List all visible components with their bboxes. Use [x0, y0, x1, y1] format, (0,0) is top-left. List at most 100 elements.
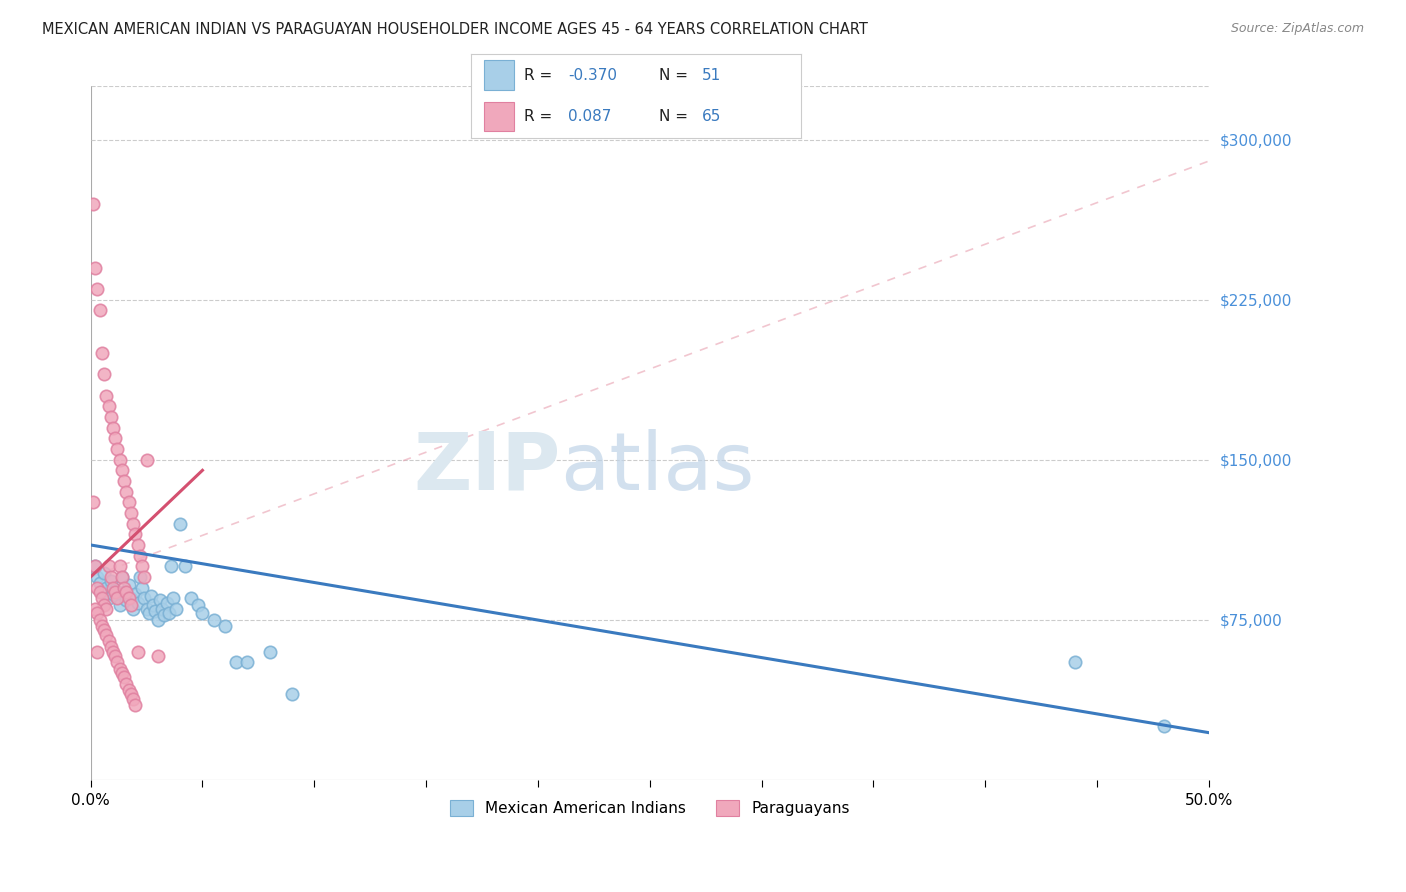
Point: [142, 598, 165, 612]
Point: [180, 591, 202, 606]
Point: [89, 576, 111, 591]
Point: [97, 559, 120, 574]
Point: [82, 495, 104, 509]
Point: [97, 634, 120, 648]
Point: [97, 591, 120, 606]
Point: [191, 606, 214, 620]
Point: [131, 581, 153, 595]
Point: [124, 698, 146, 712]
Point: [107, 442, 129, 456]
Point: [96, 581, 118, 595]
Point: [153, 608, 176, 623]
Text: atlas: atlas: [561, 429, 755, 507]
Text: Source: ZipAtlas.com: Source: ZipAtlas.com: [1230, 22, 1364, 36]
Point: [93, 624, 115, 638]
Text: 51: 51: [703, 68, 721, 83]
Point: [89, 585, 111, 599]
Point: [187, 598, 209, 612]
Point: [1153, 719, 1175, 733]
Point: [82, 196, 104, 211]
Text: MEXICAN AMERICAN INDIAN VS PARAGUAYAN HOUSEHOLDER INCOME AGES 45 - 64 YEARS CORR: MEXICAN AMERICAN INDIAN VS PARAGUAYAN HO…: [42, 22, 868, 37]
Point: [145, 604, 167, 618]
Point: [86, 606, 108, 620]
Point: [100, 640, 122, 655]
Text: N =: N =: [659, 109, 693, 124]
Point: [96, 602, 118, 616]
Point: [101, 587, 124, 601]
Point: [127, 645, 149, 659]
Point: [86, 645, 108, 659]
Point: [89, 613, 111, 627]
Point: [90, 619, 112, 633]
Point: [115, 484, 138, 499]
Point: [281, 687, 304, 701]
Point: [146, 648, 169, 663]
Point: [124, 587, 146, 601]
Point: [127, 596, 149, 610]
Point: [108, 559, 131, 574]
Point: [120, 506, 142, 520]
Point: [149, 593, 172, 607]
Point: [214, 619, 236, 633]
Point: [115, 593, 138, 607]
Point: [93, 368, 115, 382]
Point: [100, 409, 122, 424]
Point: [90, 591, 112, 606]
Point: [112, 581, 135, 595]
Text: 65: 65: [703, 109, 721, 124]
Point: [117, 495, 139, 509]
Point: [117, 591, 139, 606]
Point: [117, 683, 139, 698]
Point: [111, 463, 134, 477]
Point: [120, 687, 142, 701]
Point: [225, 655, 247, 669]
Point: [156, 596, 179, 610]
Point: [112, 670, 135, 684]
Point: [86, 581, 108, 595]
Point: [84, 602, 107, 616]
Point: [160, 559, 183, 574]
Point: [86, 570, 108, 584]
Point: [135, 452, 157, 467]
Point: [101, 581, 124, 595]
Point: [146, 613, 169, 627]
Text: ZIP: ZIP: [413, 429, 561, 507]
Point: [97, 400, 120, 414]
Text: N =: N =: [659, 68, 693, 83]
Text: R =: R =: [524, 109, 562, 124]
Point: [104, 582, 127, 597]
Point: [111, 665, 134, 680]
Point: [115, 585, 138, 599]
Point: [111, 570, 134, 584]
Point: [101, 420, 124, 434]
Point: [1063, 655, 1085, 669]
Point: [107, 655, 129, 669]
Point: [122, 516, 145, 531]
Point: [131, 559, 153, 574]
Point: [134, 591, 156, 606]
Point: [127, 538, 149, 552]
Point: [93, 598, 115, 612]
Point: [104, 431, 127, 445]
Legend: Mexican American Indians, Paraguayans: Mexican American Indians, Paraguayans: [441, 793, 858, 824]
Point: [96, 627, 118, 641]
Point: [124, 527, 146, 541]
Point: [104, 585, 127, 599]
Point: [107, 591, 129, 606]
Point: [259, 645, 281, 659]
Point: [112, 585, 135, 599]
Point: [120, 591, 142, 606]
Text: -0.370: -0.370: [568, 68, 617, 83]
Point: [122, 691, 145, 706]
Point: [139, 589, 162, 603]
Point: [84, 260, 107, 275]
Point: [84, 559, 107, 574]
Point: [120, 598, 142, 612]
Point: [108, 452, 131, 467]
Point: [93, 566, 115, 580]
Point: [162, 591, 184, 606]
Point: [108, 662, 131, 676]
Point: [104, 648, 127, 663]
Point: [112, 474, 135, 488]
Point: [236, 655, 259, 669]
